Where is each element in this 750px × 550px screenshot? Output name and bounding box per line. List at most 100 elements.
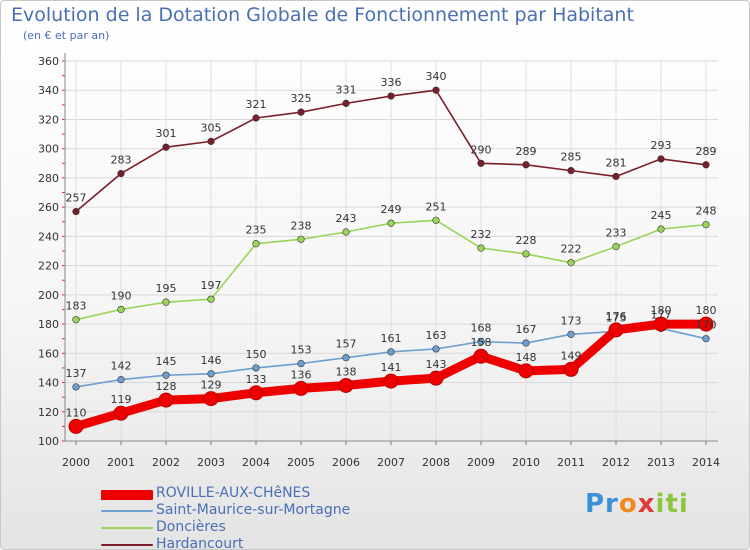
data-point-donci-res bbox=[342, 228, 350, 236]
chart-subtitle: (en € et par an) bbox=[23, 29, 110, 42]
x-tick-label: 2010 bbox=[512, 456, 540, 469]
data-label-donci-res: 197 bbox=[201, 279, 222, 292]
data-point-hardancourt bbox=[522, 161, 530, 169]
data-point-roville-aux-ch-nes bbox=[653, 316, 669, 332]
logo-part-3: x bbox=[637, 489, 656, 519]
data-point-roville-aux-ch-nes bbox=[698, 316, 714, 332]
data-point-roville-aux-ch-nes bbox=[203, 391, 219, 407]
data-label-roville-aux-ch-nes: 128 bbox=[156, 380, 177, 393]
data-point-saint-maurice-sur-mortagne bbox=[522, 339, 530, 347]
data-point-donci-res bbox=[297, 235, 305, 243]
data-label-saint-maurice-sur-mortagne: 167 bbox=[516, 323, 537, 336]
x-tick-label: 2009 bbox=[467, 456, 495, 469]
proxiti-logo: Proxiti bbox=[585, 489, 689, 519]
legend-item-hardancourt: Hardancourt bbox=[101, 536, 401, 550]
data-label-hardancourt: 331 bbox=[336, 83, 357, 96]
x-tick-label: 2004 bbox=[242, 456, 270, 469]
data-point-saint-maurice-sur-mortagne bbox=[252, 364, 260, 372]
data-point-roville-aux-ch-nes bbox=[68, 418, 84, 434]
data-label-donci-res: 228 bbox=[516, 234, 537, 247]
data-label-donci-res: 222 bbox=[561, 243, 582, 256]
data-label-donci-res: 195 bbox=[156, 282, 177, 295]
data-label-roville-aux-ch-nes: 133 bbox=[246, 373, 267, 386]
data-label-saint-maurice-sur-mortagne: 142 bbox=[111, 360, 132, 373]
data-point-roville-aux-ch-nes bbox=[608, 322, 624, 338]
data-point-donci-res bbox=[387, 219, 395, 227]
data-label-saint-maurice-sur-mortagne: 157 bbox=[336, 338, 357, 351]
data-label-roville-aux-ch-nes: 180 bbox=[696, 304, 717, 317]
data-point-hardancourt bbox=[72, 207, 80, 216]
data-label-roville-aux-ch-nes: 136 bbox=[291, 368, 312, 381]
data-point-saint-maurice-sur-mortagne bbox=[72, 383, 80, 391]
x-tick-label: 2005 bbox=[287, 456, 315, 469]
y-tick-label: 200 bbox=[38, 289, 59, 302]
y-tick-label: 220 bbox=[38, 260, 59, 273]
data-point-hardancourt bbox=[252, 114, 260, 122]
legend-swatch-doncieres bbox=[101, 527, 153, 529]
data-point-roville-aux-ch-nes bbox=[428, 370, 444, 386]
data-label-hardancourt: 325 bbox=[291, 92, 312, 105]
legend-item-doncieres: Doncières bbox=[101, 519, 401, 537]
data-point-saint-maurice-sur-mortagne bbox=[207, 370, 215, 378]
data-point-roville-aux-ch-nes bbox=[293, 380, 309, 396]
data-point-hardancourt bbox=[702, 161, 710, 169]
data-label-roville-aux-ch-nes: 158 bbox=[471, 336, 492, 349]
data-label-saint-maurice-sur-mortagne: 175 bbox=[606, 311, 627, 324]
data-point-donci-res bbox=[117, 305, 125, 314]
data-point-donci-res bbox=[567, 259, 575, 267]
grid-layer bbox=[65, 60, 718, 442]
data-label-donci-res: 245 bbox=[651, 209, 672, 222]
y-tick-label: 100 bbox=[38, 435, 59, 448]
x-tick-label: 2001 bbox=[107, 456, 135, 469]
data-label-roville-aux-ch-nes: 129 bbox=[201, 379, 222, 392]
data-label-donci-res: 243 bbox=[336, 212, 357, 225]
data-label-saint-maurice-sur-mortagne: 163 bbox=[426, 329, 447, 342]
data-label-roville-aux-ch-nes: 176 bbox=[606, 310, 627, 323]
data-point-hardancourt bbox=[387, 92, 395, 100]
data-point-hardancourt bbox=[567, 167, 575, 175]
data-point-saint-maurice-sur-mortagne bbox=[297, 359, 305, 368]
data-label-hardancourt: 340 bbox=[426, 70, 447, 83]
y-tick-label: 160 bbox=[38, 347, 59, 360]
x-tick-label: 2002 bbox=[152, 456, 180, 469]
data-label-saint-maurice-sur-mortagne: 145 bbox=[156, 355, 177, 368]
data-label-hardancourt: 257 bbox=[66, 192, 87, 205]
x-tick-label: 2003 bbox=[197, 456, 225, 469]
data-point-hardancourt bbox=[297, 108, 305, 116]
data-point-roville-aux-ch-nes bbox=[563, 361, 579, 377]
data-label-roville-aux-ch-nes: 180 bbox=[651, 304, 672, 317]
data-label-donci-res: 190 bbox=[111, 289, 132, 302]
data-label-saint-maurice-sur-mortagne: 150 bbox=[246, 348, 267, 361]
data-point-donci-res bbox=[702, 221, 710, 229]
data-point-hardancourt bbox=[207, 137, 215, 145]
data-point-saint-maurice-sur-mortagne bbox=[162, 371, 170, 379]
data-label-donci-res: 251 bbox=[426, 200, 447, 213]
legend-item-roville: ROVILLE-AUX-CHêNES bbox=[101, 485, 401, 503]
legend-label-hardancourt: Hardancourt bbox=[156, 536, 244, 550]
data-point-hardancourt bbox=[477, 159, 485, 167]
y-tick-label: 120 bbox=[38, 406, 59, 419]
y-tick-label: 260 bbox=[38, 201, 59, 214]
data-point-hardancourt bbox=[162, 143, 170, 151]
line-chart: 100 120 140 160 180 200 220 240 260 280 300 320 340 3… bbox=[38, 53, 720, 469]
data-point-saint-maurice-sur-mortagne bbox=[567, 330, 575, 338]
data-label-layer: 257 283 301 305 321 325 331 336 340 290 289 285 281 2… bbox=[66, 70, 717, 419]
data-label-saint-maurice-sur-mortagne: 177 bbox=[651, 308, 672, 321]
data-point-roville-aux-ch-nes bbox=[518, 363, 534, 379]
data-label-hardancourt: 336 bbox=[381, 76, 402, 89]
data-label-roville-aux-ch-nes: 110 bbox=[66, 406, 87, 419]
data-point-roville-aux-ch-nes bbox=[338, 377, 354, 393]
y-tick-label: 240 bbox=[38, 230, 59, 243]
data-point-roville-aux-ch-nes bbox=[113, 405, 129, 421]
data-point-hardancourt bbox=[342, 99, 350, 107]
data-point-saint-maurice-sur-mortagne bbox=[432, 345, 440, 353]
data-point-saint-maurice-sur-mortagne bbox=[117, 376, 125, 384]
x-tick-label: 2007 bbox=[377, 456, 405, 469]
data-point-hardancourt bbox=[432, 86, 440, 94]
data-label-hardancourt: 301 bbox=[156, 127, 177, 140]
data-label-hardancourt: 289 bbox=[696, 145, 717, 158]
data-point-donci-res bbox=[432, 216, 440, 224]
data-label-hardancourt: 285 bbox=[561, 151, 582, 164]
y-tick-label: 280 bbox=[38, 172, 59, 185]
data-label-saint-maurice-sur-mortagne: 170 bbox=[696, 319, 717, 332]
